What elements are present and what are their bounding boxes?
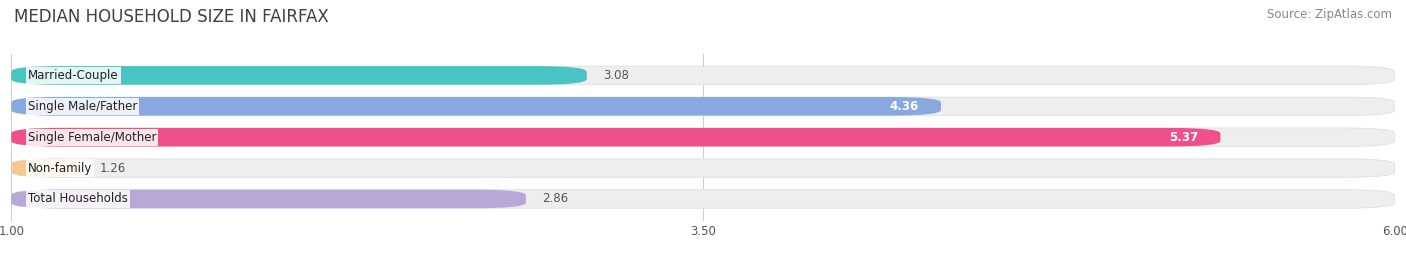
Text: Total Households: Total Households	[28, 192, 128, 206]
FancyBboxPatch shape	[11, 190, 1395, 208]
FancyBboxPatch shape	[11, 128, 1220, 146]
FancyBboxPatch shape	[11, 159, 83, 177]
FancyBboxPatch shape	[11, 97, 1395, 116]
FancyBboxPatch shape	[11, 159, 1395, 177]
FancyBboxPatch shape	[11, 66, 586, 85]
FancyBboxPatch shape	[11, 190, 526, 208]
Text: Source: ZipAtlas.com: Source: ZipAtlas.com	[1267, 8, 1392, 21]
FancyBboxPatch shape	[11, 66, 1395, 85]
Text: Non-family: Non-family	[28, 162, 93, 175]
Text: Married-Couple: Married-Couple	[28, 69, 118, 82]
Text: Single Female/Mother: Single Female/Mother	[28, 131, 156, 144]
FancyBboxPatch shape	[11, 128, 1395, 146]
FancyBboxPatch shape	[11, 97, 941, 116]
Text: 4.36: 4.36	[890, 100, 920, 113]
Text: 3.08: 3.08	[603, 69, 630, 82]
Text: 2.86: 2.86	[543, 192, 568, 206]
Text: 5.37: 5.37	[1170, 131, 1198, 144]
Text: MEDIAN HOUSEHOLD SIZE IN FAIRFAX: MEDIAN HOUSEHOLD SIZE IN FAIRFAX	[14, 8, 329, 26]
Text: Single Male/Father: Single Male/Father	[28, 100, 138, 113]
Text: 1.26: 1.26	[100, 162, 127, 175]
